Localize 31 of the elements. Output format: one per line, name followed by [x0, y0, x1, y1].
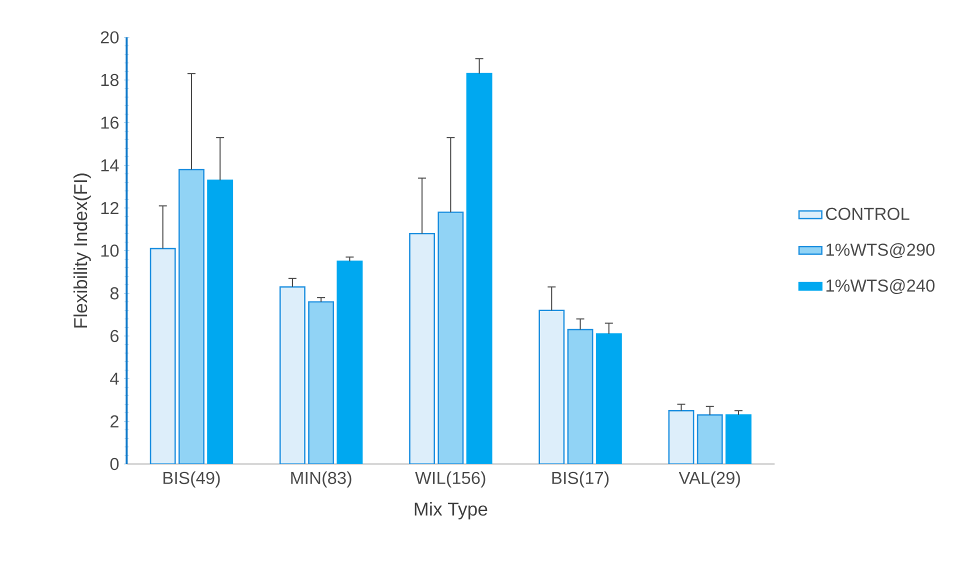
y-tick-label: 0	[110, 458, 119, 470]
y-axis-title: Flexibility Index(FI)	[73, 174, 91, 328]
y-tick-label: 6	[110, 330, 119, 342]
bar	[438, 212, 464, 464]
bar	[409, 233, 436, 464]
y-tick-label: 8	[110, 287, 119, 300]
legend-label: 1%WTS@290	[826, 243, 935, 258]
y-tick-label: 4	[110, 372, 119, 385]
bar	[279, 286, 306, 464]
y-tick-label: 2	[110, 415, 118, 428]
bar	[668, 410, 694, 464]
bar	[150, 248, 176, 464]
bar	[696, 414, 723, 464]
x-tick-label: WIL(156)	[415, 472, 486, 488]
x-tick-label: VAL(29)	[678, 472, 740, 488]
y-tick-label: 12	[101, 202, 118, 214]
bar	[308, 301, 334, 464]
bar	[178, 169, 204, 464]
bar	[538, 310, 565, 464]
y-tick-label: 10	[101, 244, 119, 257]
y-tick-label: 18	[101, 74, 119, 86]
x-axis-title: Mix Type	[414, 502, 488, 520]
x-tick-label: BIS(17)	[552, 472, 609, 488]
bar	[567, 329, 594, 464]
x-tick-label: BIS(49)	[164, 472, 220, 488]
legend-label: CONTROL	[826, 208, 910, 220]
x-tick-label: MIN(83)	[291, 472, 352, 488]
legend-label: 1%WTS@240	[826, 279, 935, 294]
y-tick-label: 20	[100, 31, 119, 44]
y-tick-label: 16	[101, 116, 119, 129]
y-tick-label: 14	[101, 160, 119, 172]
